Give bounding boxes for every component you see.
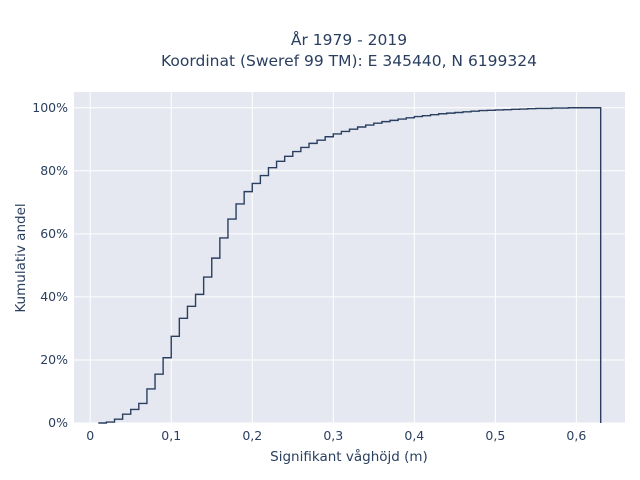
plot-area — [74, 92, 625, 423]
chart-title-line-1: År 1979 - 2019 — [291, 30, 407, 49]
x-tick-labels: 0 0,1 0,2 0,3 0,4 0,5 0,6 — [86, 428, 586, 443]
series-line-0 — [98, 107, 602, 424]
grid-lines — [74, 92, 625, 424]
x-tick-label: 0 — [86, 428, 94, 443]
x-axis-title: Signifikant våghöjd (m) — [270, 448, 428, 465]
y-tick-label: 40% — [40, 289, 68, 304]
chart-title-line-2: Koordinat (Sweref 99 TM): E 345440, N 61… — [161, 52, 537, 70]
y-tick-label: 0% — [48, 415, 68, 430]
x-tick-label: 0,3 — [323, 428, 343, 443]
y-tick-label: 20% — [40, 352, 68, 367]
y-tick-labels: 0% 20% 40% 60% 80% 100% — [32, 100, 68, 430]
x-tick-label: 0,5 — [485, 428, 505, 443]
y-axis-title: Kumulativ andel — [13, 203, 29, 312]
y-tick-label: 60% — [40, 226, 68, 241]
series-layer — [98, 107, 602, 424]
y-tick-label: 80% — [40, 163, 68, 178]
x-tick-label: 0,6 — [566, 428, 586, 443]
x-tick-label: 0,2 — [242, 428, 262, 443]
x-tick-label: 0,1 — [161, 428, 181, 443]
y-tick-label: 100% — [32, 100, 68, 115]
x-tick-label: 0,4 — [404, 428, 424, 443]
